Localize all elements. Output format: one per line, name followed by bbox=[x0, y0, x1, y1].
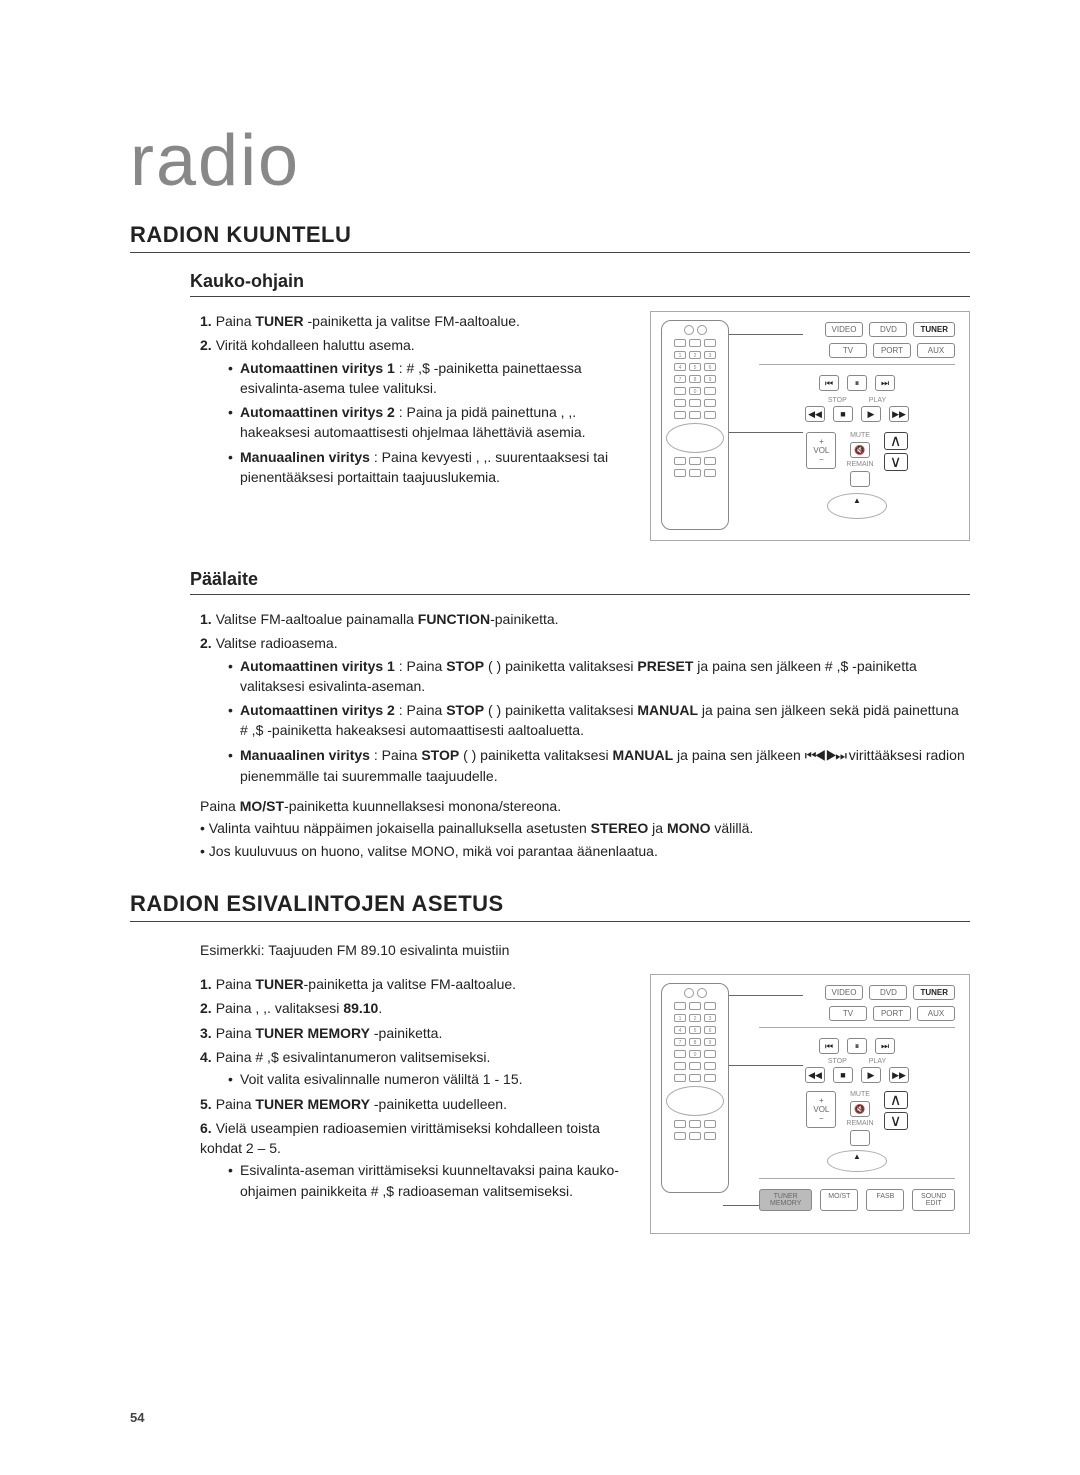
panel-btn-video: VIDEO bbox=[825, 322, 864, 337]
tune-up-icon: ∧ bbox=[884, 1091, 908, 1109]
list-item: Automaattinen viritys 2 : Paina STOP ( )… bbox=[228, 700, 970, 741]
prev-icon: ⏮ bbox=[819, 375, 839, 391]
esivalinta-steps: 1.Paina TUNER-painiketta ja valitse FM-a… bbox=[200, 974, 630, 1234]
list-item: Automaattinen viritys 1 : # ,$ -painiket… bbox=[228, 358, 630, 399]
list-item: 3.Paina TUNER MEMORY -painiketta. bbox=[200, 1023, 630, 1043]
list-item: Esivalinta-aseman virittämiseksi kuunnel… bbox=[228, 1160, 630, 1201]
list-item: Manuaalinen viritys : Paina kevyesti , ,… bbox=[228, 447, 630, 488]
list-number: 2. bbox=[200, 337, 212, 353]
tune-down-icon: ∨ bbox=[884, 1112, 908, 1130]
paalaite-text: 1.Valitse FM-aaltoalue painamalla FUNCTI… bbox=[200, 609, 970, 786]
ff-icon: ▶▶ bbox=[889, 1067, 909, 1083]
heading-radion-kuuntelu: RADION KUUNTELU bbox=[130, 222, 970, 253]
vol-block: +VOL− bbox=[806, 432, 836, 469]
panel-btn-tuner: TUNER bbox=[913, 985, 955, 1000]
mute-icon: 🔇 bbox=[850, 442, 870, 458]
panel-btn-video: VIDEO bbox=[825, 985, 864, 1000]
panel-btn-tuner: TUNER bbox=[913, 322, 955, 337]
rew-icon: ◀◀ bbox=[805, 406, 825, 422]
pause-icon: ⏸ bbox=[847, 375, 867, 391]
btn-soundedit: SOUND EDIT bbox=[912, 1189, 955, 1211]
panel-btn-aux: AUX bbox=[917, 1006, 955, 1021]
remote-outline: 123 456 789 0 bbox=[661, 983, 729, 1193]
panel-btn-tv: TV bbox=[829, 1006, 867, 1021]
panel-btn-dvd: DVD bbox=[869, 985, 907, 1000]
panel-btn-aux: AUX bbox=[917, 343, 955, 358]
remote-outline: 123 456 789 0 bbox=[661, 320, 729, 530]
panel-btn-port: PORT bbox=[873, 1006, 911, 1021]
panel-btn-dvd: DVD bbox=[869, 322, 907, 337]
ff-icon: ▶▶ bbox=[889, 406, 909, 422]
btn-most: MO/ST bbox=[820, 1189, 858, 1211]
btn-fasb: FASB bbox=[866, 1189, 904, 1211]
page-number: 54 bbox=[130, 1410, 144, 1425]
list-number: 1. bbox=[200, 313, 212, 329]
list-item: 2.Viritä kohdalleen haluttu asema. Autom… bbox=[200, 335, 630, 487]
tune-block: ∧ ∨ bbox=[884, 432, 908, 471]
section-esivalintojen: RADION ESIVALINTOJEN ASETUS Esimerkki: T… bbox=[130, 891, 970, 1234]
tune-block: ∧ ∨ bbox=[884, 1091, 908, 1130]
rew-icon: ◀◀ bbox=[805, 1067, 825, 1083]
list-item: Manuaalinen viritys : Paina STOP ( ) pai… bbox=[228, 745, 970, 786]
subheading-paalaite: Päälaite bbox=[190, 569, 970, 595]
stop-icon: ■ bbox=[833, 1067, 853, 1083]
btn-tuner-memory: TUNER MEMORY bbox=[759, 1189, 812, 1211]
vol-block: +VOL− bbox=[806, 1091, 836, 1128]
esivalinta-intro: Esimerkki: Taajuuden FM 89.10 esivalinta… bbox=[200, 940, 970, 960]
prev-icon: ⏮ bbox=[819, 1038, 839, 1054]
list-item: 4.Paina # ,$ esivalintanumeron valitsemi… bbox=[200, 1047, 630, 1090]
list-item: Voit valita esivalinnalle numeron välilt… bbox=[228, 1069, 630, 1089]
page-title: radio bbox=[130, 120, 970, 202]
next-icon: ⏭ bbox=[875, 375, 895, 391]
list-item: Automaattinen viritys 2 : Paina ja pidä … bbox=[228, 402, 630, 443]
tune-up-icon: ∧ bbox=[884, 432, 908, 450]
subheading-kauko-ohjain: Kauko-ohjain bbox=[190, 271, 970, 297]
tune-down-icon: ∨ bbox=[884, 453, 908, 471]
remote-diagram-1: 123 456 789 0 VIDEO DVD TUNER bbox=[650, 311, 970, 541]
most-block: Paina MO/ST-painiketta kuunnellaksesi mo… bbox=[200, 796, 970, 861]
kauko-ohjain-text: 1.Paina TUNER -painiketta ja valitse FM-… bbox=[200, 311, 630, 541]
list-item: 1.Valitse FM-aaltoalue painamalla FUNCTI… bbox=[200, 609, 970, 629]
section-radion-kuuntelu: RADION KUUNTELU Kauko-ohjain 1.Paina TUN… bbox=[130, 222, 970, 861]
list-item: Automaattinen viritys 1 : Paina STOP ( )… bbox=[228, 656, 970, 697]
list-item: 2.Paina , ,. valitaksesi 89.10. bbox=[200, 998, 630, 1018]
pause-icon: ⏸ bbox=[847, 1038, 867, 1054]
list-item: 1.Paina TUNER -painiketta ja valitse FM-… bbox=[200, 311, 630, 331]
transport-icons: ⏮◀ ▶⏭ bbox=[805, 748, 845, 763]
mute-icon: 🔇 bbox=[850, 1101, 870, 1117]
list-item: 2.Valitse radioasema. Automaattinen viri… bbox=[200, 633, 970, 786]
list-item: 1.Paina TUNER-painiketta ja valitse FM-a… bbox=[200, 974, 630, 994]
stop-icon: ■ bbox=[833, 406, 853, 422]
remote-diagram-2: 123 456 789 0 VIDEO DVD TUNER bbox=[650, 974, 970, 1234]
list-item: 6.Vielä useampien radioasemien virittämi… bbox=[200, 1118, 630, 1201]
list-item: 5.Paina TUNER MEMORY -painiketta uudelle… bbox=[200, 1094, 630, 1114]
panel-btn-tv: TV bbox=[829, 343, 867, 358]
panel-btn-port: PORT bbox=[873, 343, 911, 358]
play-icon: ▶ bbox=[861, 406, 881, 422]
heading-esivalintojen: RADION ESIVALINTOJEN ASETUS bbox=[130, 891, 970, 922]
next-icon: ⏭ bbox=[875, 1038, 895, 1054]
play-icon: ▶ bbox=[861, 1067, 881, 1083]
